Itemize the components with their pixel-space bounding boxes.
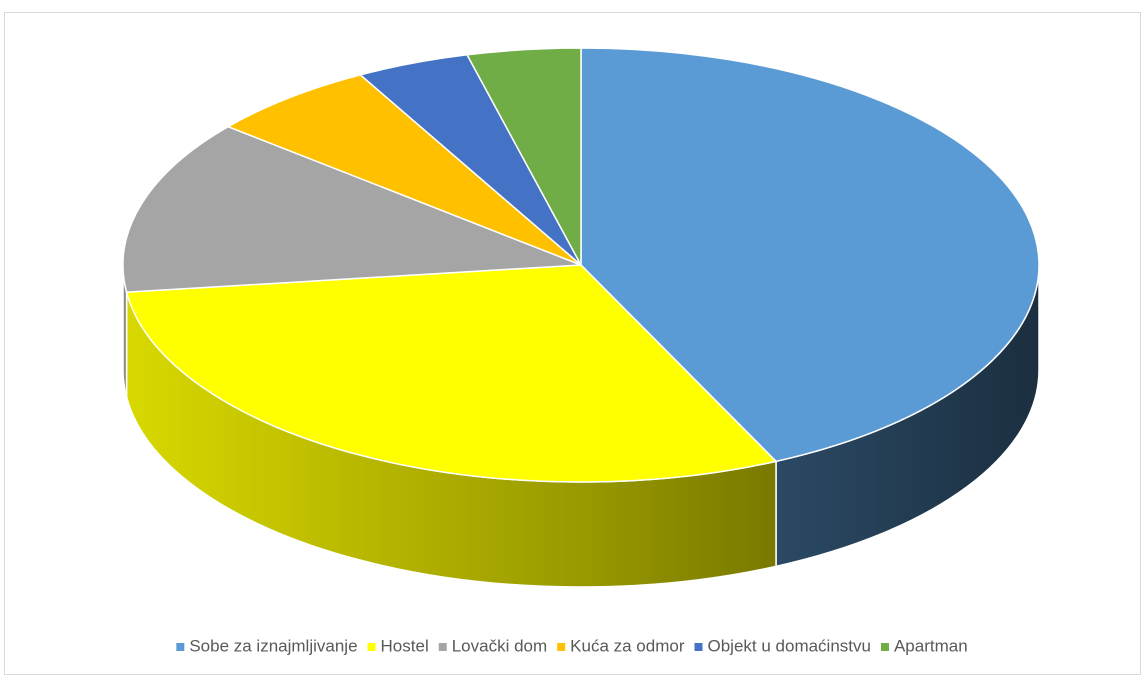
legend-swatch	[176, 643, 185, 651]
pie-slice	[580, 47, 1040, 463]
legend-label: Objekt u domaćinstvu	[708, 636, 871, 655]
legend-swatch	[438, 643, 447, 651]
legend-swatch	[367, 643, 376, 651]
pie-slice	[122, 125, 582, 293]
legend-swatch	[880, 643, 889, 651]
pie-slice	[465, 47, 582, 266]
legend-label: Kuća za odmor	[570, 636, 685, 655]
pie-slice	[125, 264, 778, 483]
legend-label: Lovački dom	[452, 636, 547, 655]
legend-swatch	[557, 643, 566, 651]
legend-label: Apartman	[894, 636, 968, 655]
pie-slice	[226, 74, 582, 266]
legend-label: Hostel	[381, 636, 429, 655]
legend-label: Sobe za iznajmljivanje	[189, 636, 357, 655]
legend: Sobe za iznajmljivanje Hostel Lovački dom K…	[176, 636, 968, 655]
legend-swatch	[694, 643, 703, 651]
